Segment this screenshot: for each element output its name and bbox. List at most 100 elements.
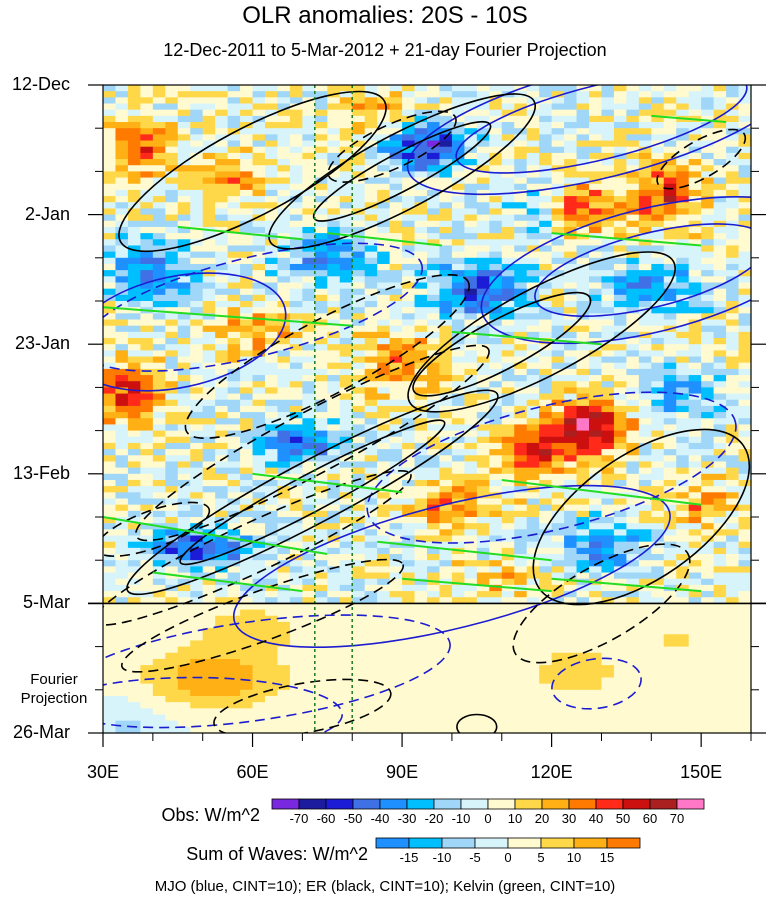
forecast-cell	[127, 646, 141, 654]
obs-cell	[688, 479, 702, 487]
obs-cell	[564, 220, 578, 228]
forecast-cell	[265, 665, 279, 672]
obs-cell	[302, 122, 316, 129]
forecast-cell	[676, 621, 690, 629]
forecast-cell	[651, 609, 665, 617]
obs-cell	[402, 486, 416, 493]
obs-cell	[613, 313, 627, 321]
forecast-cell	[613, 628, 627, 635]
obs-cell	[514, 597, 528, 604]
obs-cell	[589, 523, 603, 530]
obs-cell	[738, 393, 751, 401]
obs-cell	[526, 442, 540, 450]
obs-cell	[539, 473, 553, 481]
obs-cell	[738, 362, 751, 370]
obs-cell	[215, 171, 229, 179]
obs-cell	[115, 85, 129, 92]
obs-cell	[289, 461, 303, 469]
obs-cell	[190, 189, 204, 197]
forecast-cell	[202, 646, 216, 654]
obs-cell	[265, 405, 279, 413]
obs-cell	[626, 368, 640, 376]
obs-cell	[688, 263, 702, 271]
obs-cell	[227, 85, 241, 92]
obs-cell	[526, 307, 540, 314]
obs-cell	[127, 436, 141, 444]
obs-cell	[252, 455, 266, 463]
obs-cell	[414, 177, 428, 185]
obs-cell	[526, 578, 540, 586]
obs-cell	[476, 288, 490, 296]
obs-cell	[427, 523, 441, 530]
obs-cell	[314, 387, 328, 395]
obs-cell	[215, 362, 229, 370]
obs-cell	[177, 313, 191, 321]
obs-cell	[289, 282, 303, 290]
obs-cell	[352, 362, 366, 370]
obs-cell	[651, 115, 665, 123]
obs-cell	[564, 307, 578, 314]
obs-cell	[501, 115, 515, 123]
obs-cell	[638, 591, 652, 598]
obs-cell	[190, 109, 204, 117]
obs-cell	[738, 399, 751, 407]
obs-cell	[489, 449, 503, 456]
forecast-cell	[152, 640, 166, 648]
obs-cell	[302, 85, 316, 92]
obs-cell	[314, 140, 328, 148]
obs-cell	[177, 368, 191, 376]
obs-cell	[589, 165, 603, 172]
obs-cell	[489, 572, 503, 580]
obs-cell	[738, 152, 751, 160]
obs-cell	[663, 344, 677, 351]
forecast-cell	[451, 671, 465, 679]
obs-cell	[651, 165, 665, 172]
forecast-cell	[501, 628, 515, 635]
forecast-cell	[651, 621, 665, 629]
obs-cell	[389, 239, 403, 247]
obs-cell	[514, 492, 528, 500]
obs-cell	[451, 381, 465, 388]
obs-cell	[339, 399, 353, 407]
obs-cell	[152, 189, 166, 197]
obs-cell	[638, 171, 652, 179]
obs-cell	[402, 140, 416, 148]
obs-cell	[539, 393, 553, 401]
obs-cell	[115, 344, 129, 351]
forecast-cell	[277, 640, 291, 648]
obs-cell	[539, 442, 553, 450]
obs-cell	[302, 412, 316, 419]
obs-cell	[240, 517, 254, 524]
obs-cell	[103, 368, 117, 376]
obs-cell	[514, 449, 528, 456]
obs-cell	[115, 584, 129, 592]
obs-cell	[451, 350, 465, 358]
obs-cell	[152, 103, 166, 111]
obs-cell	[713, 486, 727, 493]
obs-cell	[451, 134, 465, 142]
obs-cell	[526, 282, 540, 290]
obs-cell	[115, 387, 129, 395]
obs-cell	[377, 152, 391, 160]
obs-cell	[514, 307, 528, 314]
obs-cell	[688, 578, 702, 586]
obs-cell	[252, 245, 266, 253]
obs-cell	[427, 547, 441, 555]
obs-cell	[626, 251, 640, 259]
obs-cell	[601, 430, 615, 438]
obs-cell	[265, 467, 279, 475]
obs-cell	[613, 412, 627, 419]
forecast-cell	[202, 615, 216, 623]
obs-cell	[476, 449, 490, 456]
obs-cell	[327, 313, 341, 321]
obs-cell	[115, 270, 129, 277]
obs-cell	[738, 529, 751, 537]
obs-cell	[414, 165, 428, 172]
obs-cell	[489, 455, 503, 463]
obs-cell	[489, 597, 503, 604]
obs-cell	[202, 498, 216, 506]
obs-cell	[713, 276, 727, 284]
forecast-cell	[514, 658, 528, 666]
obs-cell	[638, 115, 652, 123]
obs-cell	[115, 449, 129, 456]
